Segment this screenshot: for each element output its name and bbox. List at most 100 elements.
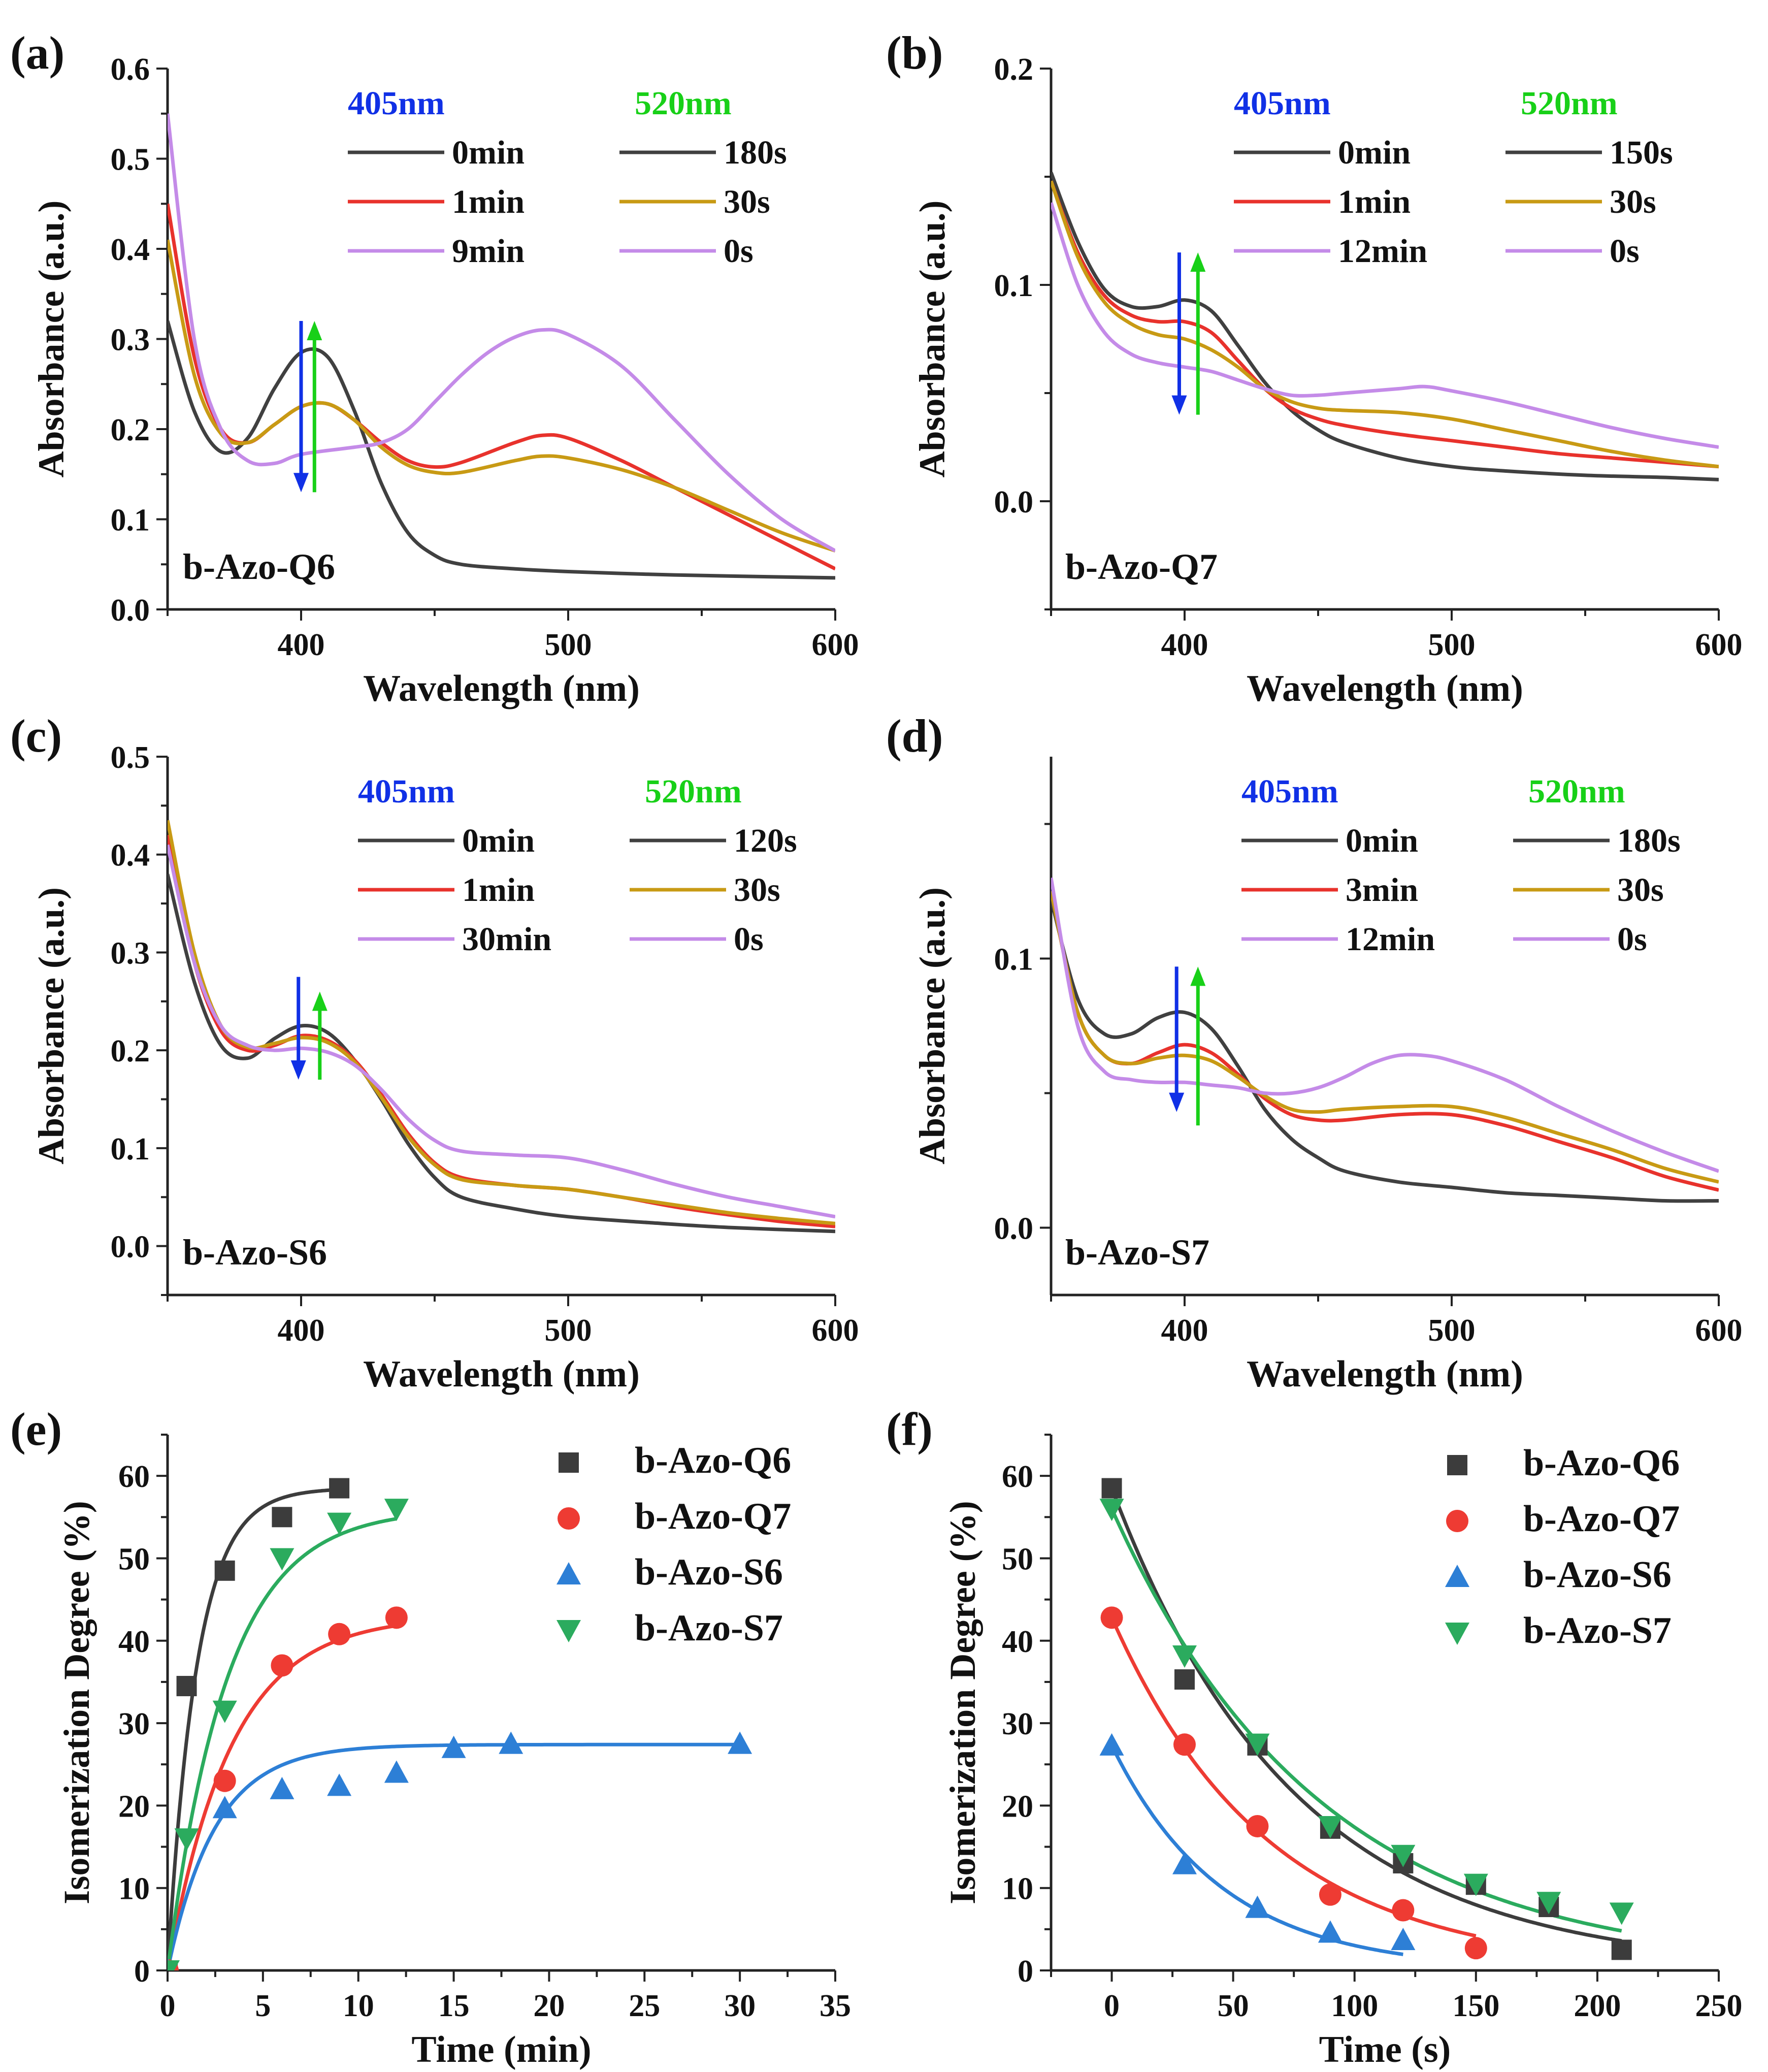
- arrow-down-icon-head: [290, 1060, 306, 1080]
- x-axis-title: Wavelength (nm): [363, 668, 640, 709]
- spectrum-line-4: [168, 113, 835, 553]
- fit-line-3: [1110, 1744, 1403, 1956]
- x-tick-label: 500: [545, 628, 592, 662]
- data-point-4: [1245, 1733, 1270, 1756]
- legend-header-uv: 405nm: [358, 773, 455, 810]
- y-tick-label: 40: [1002, 1625, 1033, 1659]
- x-tick-label: 100: [1331, 1989, 1378, 2023]
- legend-marker: [1445, 1623, 1469, 1645]
- sample-label: b-Azo-S7: [1065, 1232, 1209, 1273]
- legend-label: b-Azo-Q7: [1523, 1498, 1680, 1540]
- legend-label: 30s: [724, 183, 770, 220]
- y-tick-label: 0.4: [111, 838, 150, 873]
- data-point-4: [384, 1499, 409, 1521]
- x-axis-title: Time (min): [411, 2029, 591, 2070]
- y-tick-label: 20: [1002, 1789, 1033, 1824]
- y-tick-label: 0.2: [111, 413, 150, 447]
- spectrum-line-1: [1051, 172, 1719, 481]
- x-tick-label: 600: [1695, 628, 1743, 662]
- data-point-3: [1245, 1895, 1270, 1918]
- data-point-3: [327, 1773, 352, 1796]
- arrow-up-icon-head: [1190, 252, 1206, 272]
- y-tick-label: 0.1: [994, 269, 1034, 303]
- data-point-4: [168, 1960, 180, 1970]
- data-point-2: [1392, 1899, 1415, 1922]
- x-tick-label: 600: [812, 628, 859, 662]
- legend-header-vis: 520nm: [1521, 85, 1618, 122]
- data-point-1: [1611, 1939, 1632, 1960]
- legend-label: b-Azo-Q6: [1523, 1442, 1680, 1484]
- arrow-up-icon-head: [307, 321, 322, 340]
- legend-label: b-Azo-Q7: [635, 1496, 791, 1537]
- fit-line-1: [168, 1487, 340, 1970]
- plot-area: [168, 113, 835, 580]
- arrow-up-icon: [312, 991, 328, 1080]
- panel-label: (a): [10, 27, 64, 79]
- legend-label: 0min: [452, 134, 525, 171]
- x-tick-label: 600: [812, 1313, 859, 1348]
- sample-label: b-Azo-Q7: [1065, 546, 1218, 587]
- legend-label: 30s: [1610, 183, 1656, 220]
- y-tick-label: 0.1: [111, 503, 150, 538]
- data-point-4: [1172, 1645, 1197, 1668]
- legend-header-uv: 405nm: [1241, 773, 1338, 810]
- x-tick-label: 200: [1574, 1989, 1621, 2023]
- y-axis-title: Isomerization Degree (%): [56, 1501, 97, 1904]
- y-axis-title: Absorbance (a.u.): [31, 887, 72, 1164]
- x-tick-label: 400: [278, 1313, 325, 1348]
- x-tick-label: 0: [1104, 1989, 1120, 2023]
- data-point-3: [499, 1731, 523, 1754]
- legend-header-uv: 405nm: [348, 85, 445, 122]
- spectrum-line-2: [168, 834, 835, 1228]
- y-tick-label: 0.3: [111, 323, 150, 358]
- data-point-3: [384, 1760, 409, 1783]
- fit-line-4: [168, 1517, 397, 1970]
- legend-label: b-Azo-Q6: [635, 1440, 791, 1481]
- arrow-down-icon: [290, 977, 306, 1080]
- data-point-1: [1174, 1669, 1195, 1690]
- data-point-1: [214, 1560, 235, 1581]
- y-tick-label: 0.2: [994, 52, 1034, 87]
- legend-label: 1min: [1338, 183, 1411, 220]
- data-point-2: [1173, 1733, 1196, 1756]
- legend: b-Azo-Q6 b-Azo-Q7 b-Azo-S6 b-Azo-S7: [556, 1440, 791, 1649]
- data-point-3: [441, 1735, 466, 1758]
- x-axis-title: Wavelength (nm): [1247, 668, 1523, 709]
- y-tick-label: 0.1: [111, 1132, 150, 1167]
- sample-label: b-Azo-Q6: [183, 546, 335, 587]
- legend-label: 0min: [1346, 822, 1418, 859]
- data-point-1: [329, 1478, 350, 1499]
- spectrum-line-2: [1051, 180, 1719, 469]
- legend-label: 0s: [724, 233, 754, 270]
- data-point-1: [272, 1507, 292, 1528]
- legend-marker: [1445, 1565, 1469, 1587]
- legend: 405nm 520nm 0min 180s 1min 30s 9min 0s: [348, 85, 787, 270]
- fit-line-2: [1110, 1616, 1477, 1938]
- arrow-down-icon-head: [1171, 395, 1187, 415]
- data-point-2: [213, 1769, 236, 1792]
- data-point-2: [1100, 1606, 1123, 1629]
- arrow-down-icon: [1169, 966, 1185, 1112]
- legend-label: 120s: [734, 822, 797, 859]
- x-tick-label: 50: [1218, 1989, 1249, 2023]
- x-tick-label: 0: [160, 1989, 176, 2023]
- y-tick-label: 10: [1002, 1872, 1033, 1906]
- legend-label: b-Azo-S6: [1523, 1554, 1672, 1596]
- plot-area: [1051, 877, 1719, 1203]
- legend-label: 0s: [734, 921, 764, 958]
- spectrum-line-1: [168, 320, 835, 580]
- legend: 405nm 520nm 0min 120s 1min 30s 30min 0s: [358, 773, 797, 958]
- arrow-up-icon: [1190, 252, 1206, 415]
- legend-label: 30min: [462, 921, 551, 958]
- panel-label: (c): [10, 710, 62, 762]
- legend-marker: [1446, 1510, 1468, 1532]
- legend-label: b-Azo-S7: [635, 1607, 783, 1649]
- y-tick-label: 50: [1002, 1542, 1033, 1576]
- y-tick-label: 0: [134, 1954, 150, 1989]
- panel-label: (e): [10, 1403, 62, 1455]
- x-tick-label: 5: [255, 1989, 271, 2023]
- arrow-down-icon: [293, 321, 309, 493]
- x-tick-label: 400: [1161, 1313, 1208, 1348]
- legend: 405nm 520nm 0min 180s 3min 30s 12min 0s: [1241, 773, 1681, 958]
